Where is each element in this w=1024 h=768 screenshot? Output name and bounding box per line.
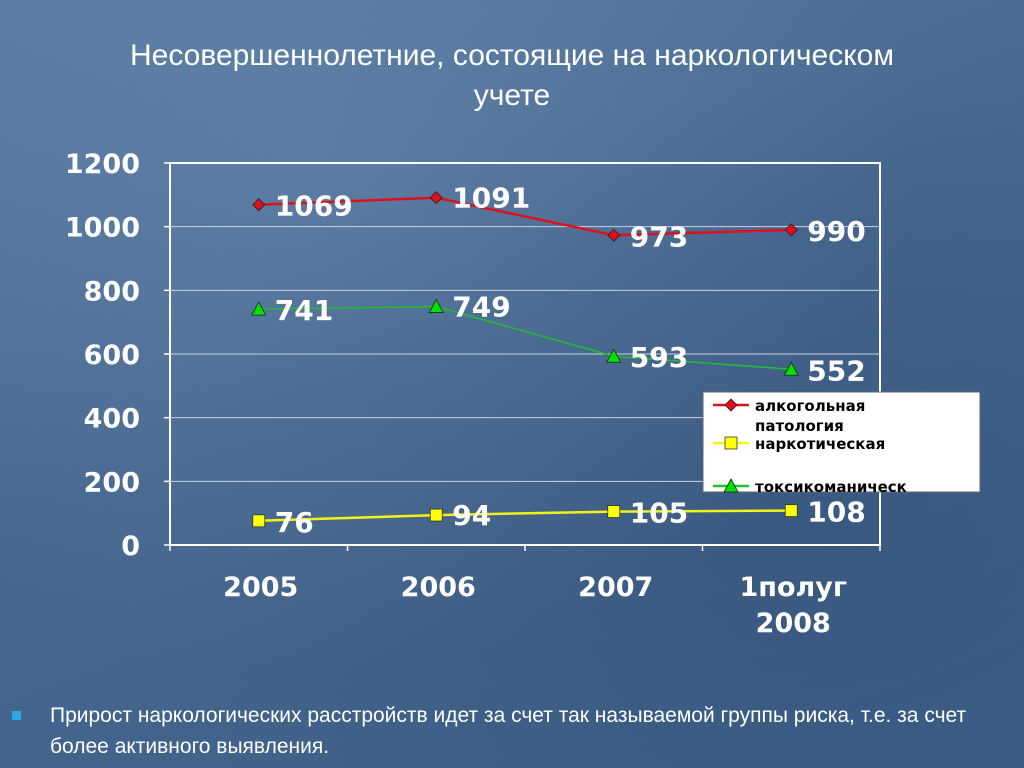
data-point-marker — [784, 223, 798, 237]
series-line — [258, 305, 792, 371]
data-label: 973 — [630, 220, 688, 253]
bullet-text: Прирост наркологических расстройств идет… — [50, 704, 967, 758]
line-chart: 0 200 400 600 800 1000 1200 2005 2006 2007 1полуг 2… — [65, 149, 981, 639]
legend-label: алкогольная — [755, 397, 865, 415]
y-tick-label: 1200 — [65, 149, 140, 180]
bullet-note: Прирост наркологических расстройств идет… — [12, 700, 1002, 762]
legend-label: патология — [755, 417, 844, 435]
series-line — [258, 509, 792, 523]
y-tick-label: 800 — [84, 276, 140, 307]
data-point-marker — [429, 508, 443, 522]
title-line-1: Несовершеннолетние, состоящие на нарколо… — [129, 39, 894, 72]
x-tick-label: 2007 — [578, 572, 653, 603]
series-line — [258, 196, 792, 237]
title-line-2: учете — [473, 79, 551, 112]
x-tick-label: 2005 — [223, 572, 298, 603]
data-label: 1091 — [452, 182, 530, 215]
data-label: 593 — [630, 341, 688, 374]
data-point-marker — [252, 198, 266, 212]
x-tick-label: 2008 — [756, 608, 831, 639]
data-label: 552 — [807, 354, 865, 387]
data-point-marker — [252, 514, 266, 528]
slide-title: Несовершеннолетние, состоящие на нарколо… — [0, 36, 1024, 116]
data-point-marker — [784, 504, 798, 518]
data-label: 108 — [807, 496, 865, 529]
legend-box — [702, 391, 981, 493]
data-point-marker — [783, 361, 799, 376]
legend-marker — [724, 436, 738, 450]
legend-label: наркотическая — [755, 435, 885, 453]
data-label: 749 — [452, 291, 510, 324]
x-tick-label: 2006 — [401, 572, 476, 603]
data-point-marker — [607, 228, 621, 242]
data-point-marker — [607, 505, 621, 518]
data-label: 76 — [275, 506, 314, 539]
bullet-square-icon — [12, 711, 21, 720]
data-label: 741 — [275, 294, 333, 327]
data-label: 990 — [807, 215, 865, 248]
y-tick-label: 600 — [84, 340, 140, 371]
data-label: 1069 — [275, 190, 353, 223]
data-point-marker — [251, 301, 267, 316]
data-point-marker — [429, 191, 443, 205]
data-label: 105 — [630, 497, 688, 530]
y-tick-label: 1000 — [65, 213, 140, 244]
y-tick-label: 0 — [121, 531, 140, 562]
data-label: 94 — [452, 499, 491, 532]
data-point-marker — [428, 298, 444, 313]
data-point-marker — [606, 348, 622, 363]
x-tick-label: 1полуг — [740, 572, 847, 603]
legend-marker — [724, 398, 738, 412]
y-tick-label: 400 — [84, 404, 140, 435]
y-tick-label: 200 — [84, 467, 140, 498]
legend-marker — [723, 478, 739, 493]
legend-label: токсикоманическ — [755, 478, 907, 496]
